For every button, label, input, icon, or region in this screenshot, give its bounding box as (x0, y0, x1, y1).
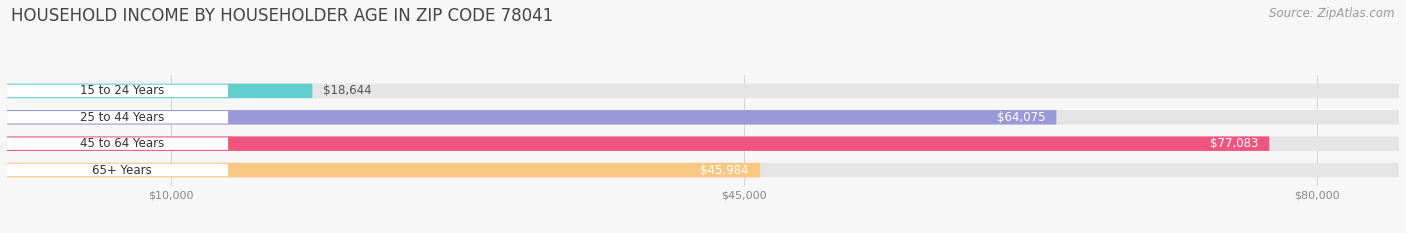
FancyBboxPatch shape (7, 163, 761, 177)
FancyBboxPatch shape (7, 110, 1399, 125)
FancyBboxPatch shape (7, 136, 1399, 151)
FancyBboxPatch shape (7, 137, 228, 150)
Text: $64,075: $64,075 (997, 111, 1045, 124)
Text: $45,984: $45,984 (700, 164, 749, 177)
Text: Source: ZipAtlas.com: Source: ZipAtlas.com (1270, 7, 1395, 20)
FancyBboxPatch shape (7, 110, 1056, 125)
FancyBboxPatch shape (7, 85, 228, 97)
FancyBboxPatch shape (7, 111, 228, 123)
Text: 25 to 44 Years: 25 to 44 Years (80, 111, 165, 124)
Text: HOUSEHOLD INCOME BY HOUSEHOLDER AGE IN ZIP CODE 78041: HOUSEHOLD INCOME BY HOUSEHOLDER AGE IN Z… (11, 7, 554, 25)
FancyBboxPatch shape (7, 84, 1399, 98)
Text: 65+ Years: 65+ Years (93, 164, 152, 177)
Text: $18,644: $18,644 (323, 84, 373, 97)
Text: 15 to 24 Years: 15 to 24 Years (80, 84, 165, 97)
FancyBboxPatch shape (7, 136, 1270, 151)
Text: 45 to 64 Years: 45 to 64 Years (80, 137, 165, 150)
Text: $77,083: $77,083 (1209, 137, 1258, 150)
FancyBboxPatch shape (7, 163, 1399, 177)
FancyBboxPatch shape (7, 84, 312, 98)
FancyBboxPatch shape (7, 164, 228, 176)
